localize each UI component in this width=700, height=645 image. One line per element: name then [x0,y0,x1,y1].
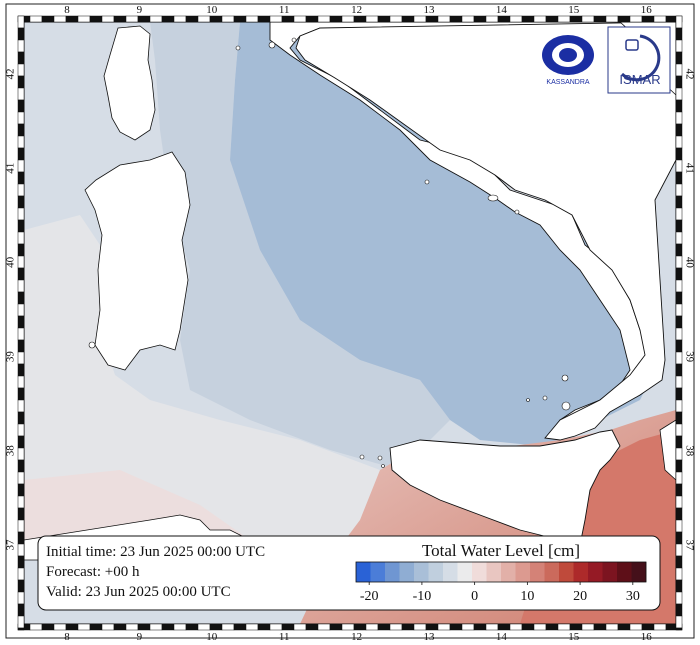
kassandra-logo-text: KASSANDRA [546,79,590,86]
colorbar-tick-label: 30 [626,589,640,604]
longitude-labels-bottom: 8 9 10 11 12 13 14 15 16 [64,631,652,643]
tyrrhenian-mid-band [150,22,450,470]
colorbar-swatch [501,562,516,582]
lat-label-right: 42 [683,69,695,80]
colorbar-swatch [515,562,531,582]
lon-label-top: 13 [424,4,436,16]
lat-label-left: 42 [5,69,17,80]
lon-label-bottom: 16 [641,631,653,643]
lon-label-bottom: 15 [568,631,580,643]
longitude-labels-top: 8 9 10 11 12 13 14 15 16 [64,4,652,16]
colorbar-tick-label: 0 [471,589,478,604]
lat-label-left: 37 [5,539,17,551]
colorbar-swatch [588,562,603,582]
colorbar-swatch [399,562,415,582]
colorbar-swatch [602,562,618,582]
forecast-info-box: Initial time: 23 Jun 2025 00:00 UTC Fore… [37,535,661,611]
latitude-labels-left: 37 38 39 40 41 42 [5,69,17,551]
colorbar-tick-label: 10 [520,589,534,604]
colorbar-swatch [356,562,371,582]
lon-label-top: 14 [496,4,508,16]
latitude-labels-right: 37 38 39 40 41 42 [683,69,695,552]
lat-label-left: 40 [5,256,17,268]
lon-label-bottom: 10 [206,631,218,643]
colorbar-swatch [457,562,473,582]
lon-label-top: 9 [137,4,143,16]
lon-label-bottom: 9 [137,631,143,643]
colorbar-swatch [486,562,502,582]
lat-label-left: 41 [5,163,17,174]
southeast-land [659,419,676,481]
lat-label-right: 39 [683,351,695,363]
colorbar-swatch [544,562,560,582]
lat-label-right: 37 [683,540,695,552]
kassandra-logo: KASSANDRA [530,27,606,93]
sardinia-island [84,151,191,371]
lat-label-right: 40 [683,257,695,269]
lon-label-bottom: 8 [64,631,70,643]
colorbar-swatch [573,562,589,582]
sicily-island [389,429,621,546]
western-neutral-area [24,215,420,540]
water-level-field [24,22,676,624]
valid-time-text: Valid: 23 Jun 2025 00:00 UTC [46,584,231,600]
map-frame-ticks [17,15,683,631]
lon-label-top: 11 [279,4,290,16]
lat-label-left: 39 [5,351,17,363]
lon-label-bottom: 14 [496,631,508,643]
italian-mainland-east [295,22,676,441]
ismar-logo-text: ISMAR [619,72,660,87]
colorbar-title: Total Water Level [cm] [422,541,580,560]
colorbar-swatch [617,562,632,582]
lon-label-top: 12 [351,4,362,16]
colorbar-tick-label: 20 [573,589,587,604]
colorbar-tick-labels: -20 -10 0 10 20 30 [360,582,640,604]
colorbar-swatch [428,562,444,582]
tyrrhenian-low-level [230,22,660,445]
colorbar-swatch [443,562,458,582]
ismar-logo: ISMAR [607,26,671,94]
colorbar-swatch [370,562,386,582]
colorbar-swatch [559,562,574,582]
colorbar-swatch [414,562,429,582]
colorbar-swatch [385,562,400,582]
corsica-island [103,25,156,141]
lat-label-right: 41 [683,163,695,174]
lon-label-top: 10 [206,4,218,16]
lon-label-bottom: 13 [424,631,436,643]
colorbar-swatch [530,562,545,582]
lon-label-top: 8 [64,4,70,16]
lon-label-bottom: 11 [279,631,290,643]
colorbar-swatch [631,562,647,582]
lon-label-bottom: 12 [351,631,362,643]
colorbar [355,561,647,583]
colorbar-tick-label: -10 [413,589,432,604]
lon-label-top: 16 [641,4,653,16]
lat-label-left: 38 [5,445,17,457]
forecast-hour-text: Forecast: +00 h [46,564,140,580]
initial-time-text: Initial time: 23 Jun 2025 00:00 UTC [46,544,265,560]
colorbar-swatch [472,562,487,582]
colorbar-tick-label: -20 [360,589,379,604]
lon-label-top: 15 [568,4,580,16]
lat-label-right: 38 [683,445,695,457]
